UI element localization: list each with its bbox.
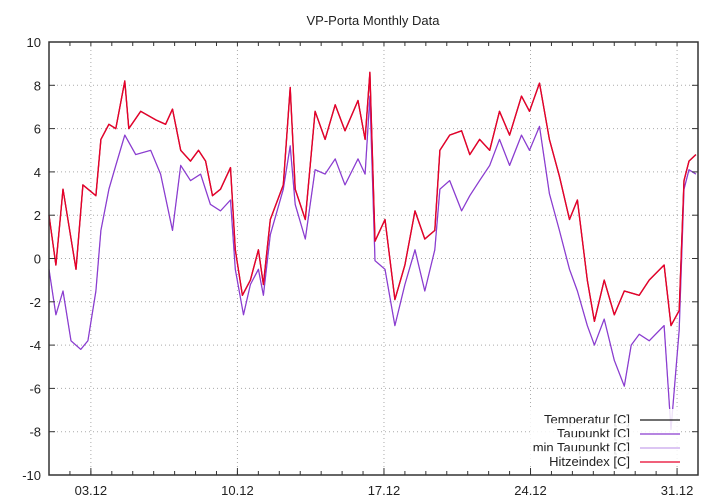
y-tick-label: 8 [34,78,41,93]
chart-title: VP-Porta Monthly Data [307,13,441,28]
x-tick-label: 10.12 [221,483,254,498]
y-tick-label: 10 [27,35,41,50]
y-tick-label: 6 [34,122,41,137]
y-tick-label: -10 [22,468,41,483]
y-tick-label: -8 [29,425,41,440]
legend: Temperatur [C]Taupunkt [C]min Taupunkt [… [530,409,680,469]
x-tick-label: 17.12 [368,483,401,498]
y-tick-label: 0 [34,252,41,267]
axis-ticks: -10 -8 -6 -4 -2 0 2 4 6 8 10 03.12 10.12 17.12 24.12 31… [22,35,698,498]
x-tick-label: 24.12 [514,483,547,498]
y-tick-label: -4 [29,338,41,353]
legend-label: Hitzeindex [C] [549,454,630,469]
series-lines [48,71,697,431]
y-tick-label: -6 [29,381,41,396]
series-line-temp-3 [48,71,697,327]
series-line-dew-1 [48,95,697,431]
y-tick-label: 4 [34,165,41,180]
x-tick-label: 31.12 [661,483,694,498]
series-line-temp-0 [48,71,697,327]
y-tick-label: -2 [29,295,41,310]
y-tick-label: 2 [34,208,41,223]
x-tick-label: 03.12 [75,483,108,498]
